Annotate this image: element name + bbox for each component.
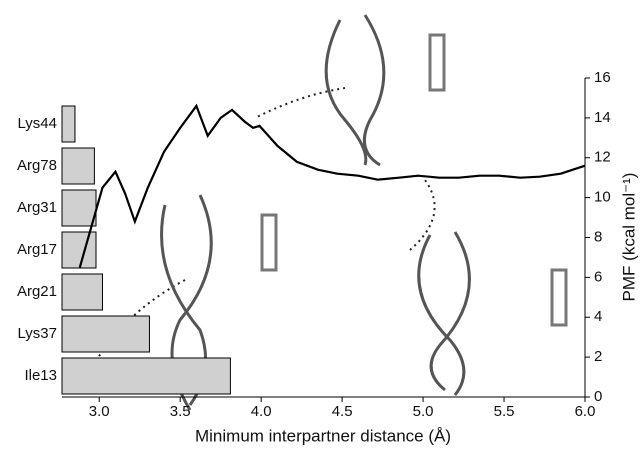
molecule-sketch: [162, 15, 566, 410]
x-tick-label: 4.0: [251, 403, 272, 420]
helix: [364, 15, 383, 165]
x-tick-label: 3.0: [89, 403, 110, 420]
bar: [62, 274, 102, 310]
helix: [326, 20, 366, 165]
y-tick-label: 0: [594, 388, 602, 405]
x-tick-label: 6.0: [575, 403, 596, 420]
cylinder: [262, 215, 276, 270]
y-category-label: Arg17: [17, 241, 57, 258]
x-axis-title: Minimum interpartner distance (Å): [195, 426, 451, 445]
arrow: [255, 88, 345, 118]
bar: [62, 358, 230, 394]
y-category-label: Arg21: [17, 283, 57, 300]
y-tick-label: 10: [594, 189, 611, 206]
y-category-label: Arg78: [17, 157, 57, 174]
y-tick-label: 6: [594, 268, 602, 285]
chart: Minimum interpartner distance (Å) PMF (k…: [0, 0, 644, 452]
y-category-label: Arg31: [17, 199, 57, 216]
y-category-label: Lys44: [18, 115, 57, 132]
y-tick-label: 12: [594, 149, 611, 166]
y-tick-label: 2: [594, 348, 602, 365]
helix: [419, 235, 464, 395]
arrow: [410, 180, 435, 250]
bar: [62, 106, 75, 142]
y-category-label: Ile13: [24, 367, 57, 384]
y-tick-label: 8: [594, 228, 602, 245]
x-tick-label: 3.5: [170, 403, 191, 420]
bar: [62, 148, 94, 184]
y-tick-label: 4: [594, 308, 602, 325]
y-tick-label: 14: [594, 109, 611, 126]
y-tick-label: 16: [594, 69, 611, 86]
cylinder: [430, 35, 444, 90]
y-category-label: Lys37: [18, 325, 57, 342]
x-tick-label: 5.0: [413, 403, 434, 420]
x-tick-label: 4.5: [332, 403, 353, 420]
cylinder: [552, 270, 566, 325]
x-tick-label: 5.5: [494, 403, 515, 420]
pmf-line: [80, 106, 585, 267]
bar: [62, 232, 96, 268]
bar: [62, 190, 96, 226]
y-axis-title: PMF (kcal mol⁻¹): [619, 173, 638, 302]
bar: [62, 316, 149, 352]
